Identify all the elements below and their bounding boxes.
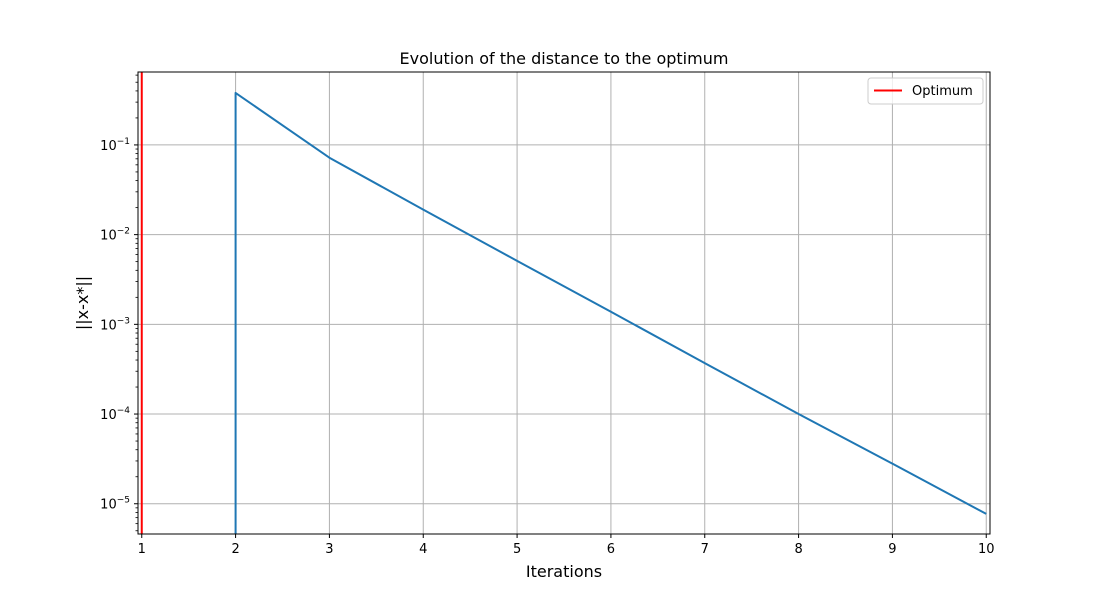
x-tick-label: 4 — [419, 542, 427, 557]
y-tick-label: 10−5 — [100, 496, 130, 513]
legend-box — [867, 77, 984, 105]
x-tick-label: 5 — [513, 542, 521, 557]
x-tick-label: 2 — [231, 542, 239, 557]
y-tick-label: 10−2 — [100, 227, 130, 244]
x-tick-label: 8 — [794, 542, 802, 557]
x-axis-ticks: 1 2 3 4 5 6 7 8 9 10 — [138, 534, 995, 557]
y-tick-label: 10−3 — [100, 316, 130, 333]
legend: Optimum — [867, 77, 984, 105]
plot-area-frame — [137, 71, 991, 535]
x-tick-label: 1 — [138, 542, 146, 557]
y-axis-label: ||x-x*|| — [73, 276, 92, 330]
x-tick-label: 6 — [607, 542, 615, 557]
y-axis-ticks: 10−5 10−4 10−3 10−2 10−1 — [100, 74, 138, 532]
x-axis-label: Iterations — [526, 562, 602, 581]
x-tick-label: 10 — [978, 542, 995, 557]
x-tick-label: 7 — [701, 542, 709, 557]
x-tick-label: 3 — [325, 542, 333, 557]
y-tick-label: 10−1 — [100, 137, 130, 154]
x-tick-label: 9 — [888, 542, 896, 557]
series-line-0 — [234, 91, 987, 534]
grid-lines — [138, 72, 990, 534]
legend-label-optimum: Optimum — [912, 84, 973, 99]
chart-title: Evolution of the distance to the optimum — [400, 49, 729, 68]
y-tick-label: 10−4 — [100, 406, 130, 423]
